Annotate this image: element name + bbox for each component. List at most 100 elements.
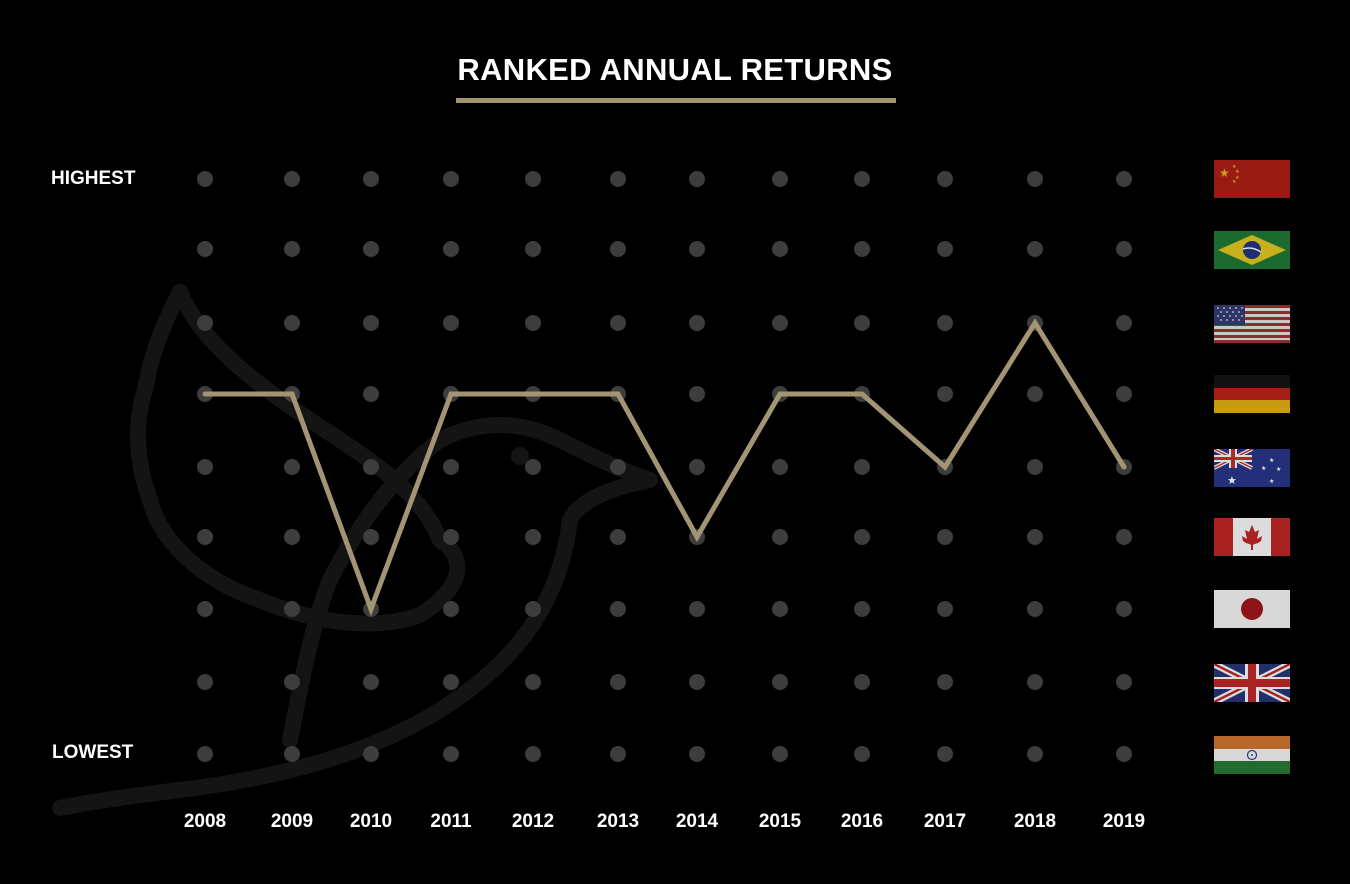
series-point-2008 <box>202 391 208 397</box>
grid-dot <box>689 386 705 402</box>
lowest-label: LOWEST <box>52 742 134 763</box>
year-tick-2017: 2017 <box>924 811 966 832</box>
chart-title: RANKED ANNUAL RETURNS <box>457 52 893 87</box>
grid-dot <box>1116 171 1132 187</box>
grid-dot <box>525 746 541 762</box>
year-tick-2014: 2014 <box>676 811 719 832</box>
rank-grid-dots <box>197 171 1132 762</box>
grid-dot <box>284 315 300 331</box>
grid-dot <box>689 601 705 617</box>
year-tick-2012: 2012 <box>512 811 554 832</box>
grid-dot <box>284 241 300 257</box>
grid-dot <box>772 315 788 331</box>
year-tick-2018: 2018 <box>1014 811 1056 832</box>
series-point-2016 <box>859 391 865 397</box>
grid-dot <box>854 459 870 475</box>
year-axis: 2008 2009 2010 2011 2012 2013 2014 2015 2016 2017… <box>184 811 1145 832</box>
grid-dot <box>197 315 213 331</box>
grid-dot <box>610 315 626 331</box>
grid-dot <box>284 171 300 187</box>
grid-dot <box>1027 171 1043 187</box>
grid-dot <box>197 459 213 475</box>
grid-dot <box>937 386 953 402</box>
grid-dot <box>443 674 459 690</box>
grid-dot <box>689 315 705 331</box>
grid-dot <box>854 241 870 257</box>
grid-dot <box>854 746 870 762</box>
grid-dot <box>1027 241 1043 257</box>
grid-dot <box>443 171 459 187</box>
grid-dot <box>284 674 300 690</box>
grid-dot <box>937 746 953 762</box>
title-underline <box>456 98 896 103</box>
year-tick-2008: 2008 <box>184 811 226 832</box>
grid-dot <box>689 746 705 762</box>
year-tick-2011: 2011 <box>430 811 472 832</box>
grid-dot <box>772 529 788 545</box>
grid-dot <box>284 459 300 475</box>
grid-dot <box>610 529 626 545</box>
grid-dot <box>525 601 541 617</box>
grid-dot <box>1027 746 1043 762</box>
grid-dot <box>937 529 953 545</box>
year-tick-2016: 2016 <box>841 811 883 832</box>
grid-dot <box>1027 386 1043 402</box>
grid-dot <box>443 315 459 331</box>
grid-dot <box>854 529 870 545</box>
series-point-2017 <box>942 464 948 470</box>
grid-dot <box>363 674 379 690</box>
returns-line-layer <box>202 318 1127 617</box>
grid-dot <box>1116 386 1132 402</box>
grid-dot <box>525 315 541 331</box>
highest-label: HIGHEST <box>51 168 136 189</box>
series-point-2019 <box>1121 464 1127 470</box>
grid-dot <box>525 241 541 257</box>
grid-dot <box>1027 674 1043 690</box>
grid-dot <box>197 171 213 187</box>
grid-dot <box>689 241 705 257</box>
grid-dot <box>284 529 300 545</box>
grid-dot <box>197 241 213 257</box>
grid-dot <box>525 529 541 545</box>
grid-dot <box>525 171 541 187</box>
grid-dot <box>854 171 870 187</box>
grid-dot <box>610 601 626 617</box>
grid-dot <box>854 315 870 331</box>
grid-dot <box>610 746 626 762</box>
grid-dot <box>772 746 788 762</box>
series-point-2009 <box>289 391 295 397</box>
returns-series-line <box>205 318 1127 617</box>
grid-dot <box>443 241 459 257</box>
series-point-2018 <box>1032 320 1038 326</box>
grid-dot <box>363 529 379 545</box>
grid-dot <box>772 241 788 257</box>
grid-dot <box>610 241 626 257</box>
grid-dot <box>772 601 788 617</box>
grid-dot <box>443 459 459 475</box>
grid-dot <box>1116 674 1132 690</box>
grid-dot <box>363 746 379 762</box>
series-point-2014 <box>694 534 700 540</box>
grid-dot <box>197 529 213 545</box>
year-tick-2010: 2010 <box>350 811 392 832</box>
grid-dot <box>363 241 379 257</box>
grid-dot <box>1116 601 1132 617</box>
grid-dot <box>1116 315 1132 331</box>
grid-dot <box>443 601 459 617</box>
year-tick-2013: 2013 <box>597 811 639 832</box>
grid-dot <box>854 601 870 617</box>
series-point-2011 <box>448 391 454 397</box>
year-tick-2009: 2009 <box>271 811 313 832</box>
grid-dot <box>443 746 459 762</box>
grid-dot <box>1027 601 1043 617</box>
grid-dot <box>1116 746 1132 762</box>
grid-dot <box>689 674 705 690</box>
grid-dot <box>363 171 379 187</box>
grid-dot <box>363 315 379 331</box>
grid-dot <box>1027 459 1043 475</box>
grid-dot <box>610 171 626 187</box>
grid-dot <box>689 171 705 187</box>
grid-dot <box>772 171 788 187</box>
grid-dot <box>363 459 379 475</box>
